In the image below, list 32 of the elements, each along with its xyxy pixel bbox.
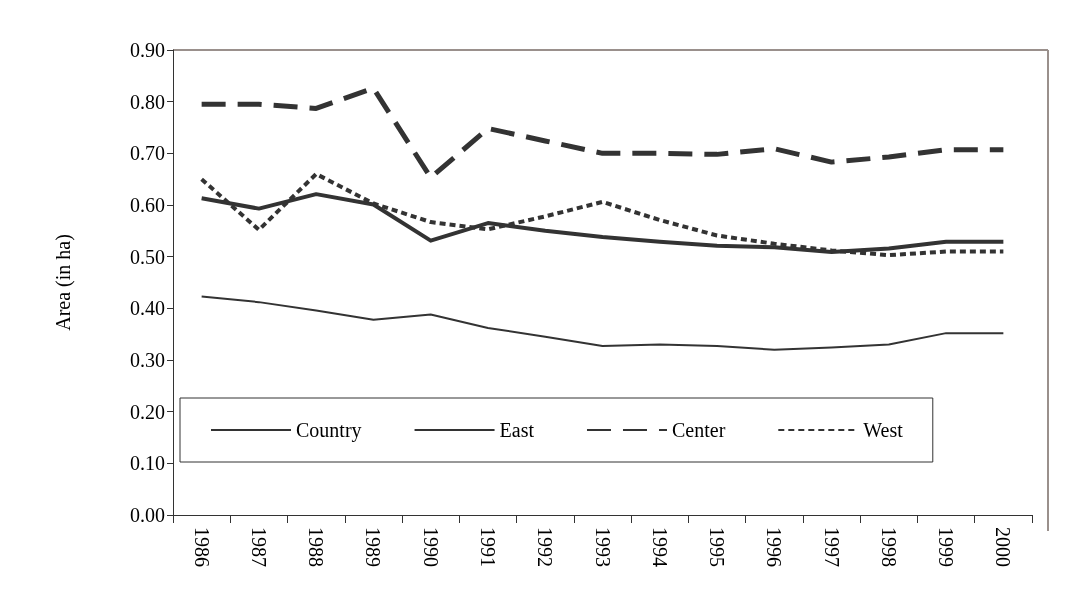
x-tick-label: 1999 [935,527,958,567]
y-tick-label: 0.50 [130,245,165,268]
x-tick-label: 1991 [476,527,499,567]
x-tick-label: 1995 [706,527,729,567]
y-axis-title: Area (in ha) [52,234,75,331]
x-tick-label: 2000 [992,527,1015,567]
y-tick-label: 0.40 [130,297,165,320]
legend-label: Country [296,419,362,442]
y-tick-label: 0.60 [130,194,165,216]
x-tick-label: 1998 [877,527,900,567]
x-tick-label: 1994 [648,527,671,567]
x-tick-label: 1988 [305,527,328,567]
x-tick-label: 1993 [591,527,614,567]
x-tick-label: 1992 [534,527,557,567]
x-tick-label: 1996 [763,527,786,567]
y-tick-label: 0.80 [130,90,165,113]
line-series [199,172,1006,258]
x-tick-label: 1989 [362,527,385,567]
y-tick-label: 0.10 [130,452,165,475]
y-tick-label: 0.70 [130,142,165,165]
y-tick-label: 0.20 [130,400,165,423]
legend-label: West [863,419,904,441]
y-tick-label: 0.30 [130,349,165,371]
x-tick-label: 1990 [419,527,442,567]
y-tick-label: 0.00 [130,504,165,526]
x-tick-label: 1987 [247,527,270,567]
x-tick-label: 1997 [820,527,843,567]
line-series [200,295,1005,351]
legend-label: East [499,419,535,441]
legend-label: Center [671,419,726,441]
x-tick-label: 1986 [190,527,213,567]
y-tick-label: 0.90 [130,39,165,61]
